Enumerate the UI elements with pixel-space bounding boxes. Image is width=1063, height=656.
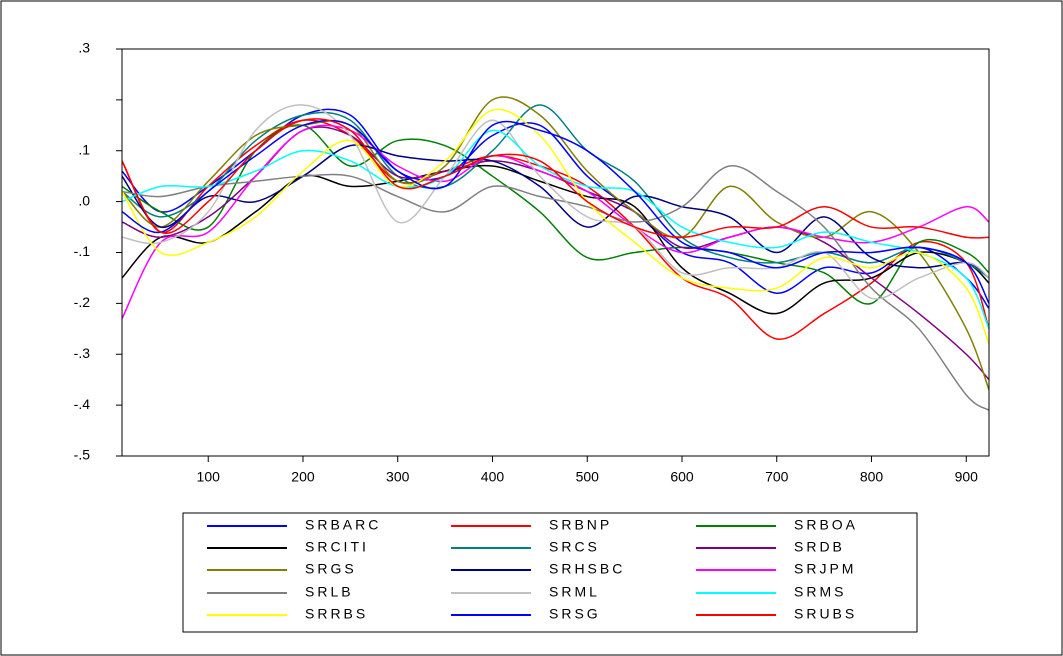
y-tick-label: -.2 xyxy=(74,294,91,310)
series-line xyxy=(122,104,989,279)
y-tick-label: .0 xyxy=(78,192,90,208)
y-tick-label: -.3 xyxy=(74,345,91,361)
legend-label: SRMS xyxy=(794,584,846,600)
legend-label: SRCS xyxy=(549,539,600,555)
x-tick-label: 900 xyxy=(955,469,979,485)
legend-label: SRUBS xyxy=(794,606,857,622)
series-line xyxy=(122,108,989,345)
series-line xyxy=(122,96,989,391)
series-line xyxy=(122,124,989,319)
x-tick-label: 400 xyxy=(481,469,505,485)
legend-label: SRGS xyxy=(305,561,357,577)
series-line xyxy=(122,164,989,315)
plot-area xyxy=(121,48,990,457)
series-line xyxy=(122,119,989,304)
series-line xyxy=(122,104,989,300)
legend-label: SRBOA xyxy=(794,517,858,533)
legend-box xyxy=(182,512,918,633)
x-tick-label: 100 xyxy=(197,469,221,485)
legend-label: SRHSBC xyxy=(549,561,625,577)
x-tick-label: 200 xyxy=(291,469,315,485)
y-tick-label: .1 xyxy=(78,141,90,157)
legend-label: SRBARC xyxy=(305,517,381,533)
legend-label: SRRBS xyxy=(305,606,368,622)
legend-label: SRBNP xyxy=(549,517,612,533)
x-tick-label: 800 xyxy=(860,469,884,485)
series-line xyxy=(122,144,989,279)
series-line xyxy=(122,165,989,411)
x-tick-label: 500 xyxy=(576,469,600,485)
x-tick-label: 700 xyxy=(765,469,789,485)
legend-label: SRDB xyxy=(794,539,845,555)
legend-label: SRML xyxy=(549,584,600,600)
y-tick-label: .3 xyxy=(78,40,90,56)
legend-label: SRSG xyxy=(549,606,601,622)
x-tick-label: 600 xyxy=(670,469,694,485)
y-tick-label: -.4 xyxy=(74,396,91,412)
series-line xyxy=(122,118,989,239)
y-tick-label: -.1 xyxy=(74,243,91,259)
legend-label: SRLB xyxy=(305,584,354,600)
series-line xyxy=(122,119,989,340)
x-tick-label: 300 xyxy=(386,469,410,485)
legend-label: SRJPM xyxy=(794,561,856,577)
legend-label: SRCITI xyxy=(305,539,369,555)
y-tick-label: -.5 xyxy=(74,447,91,463)
